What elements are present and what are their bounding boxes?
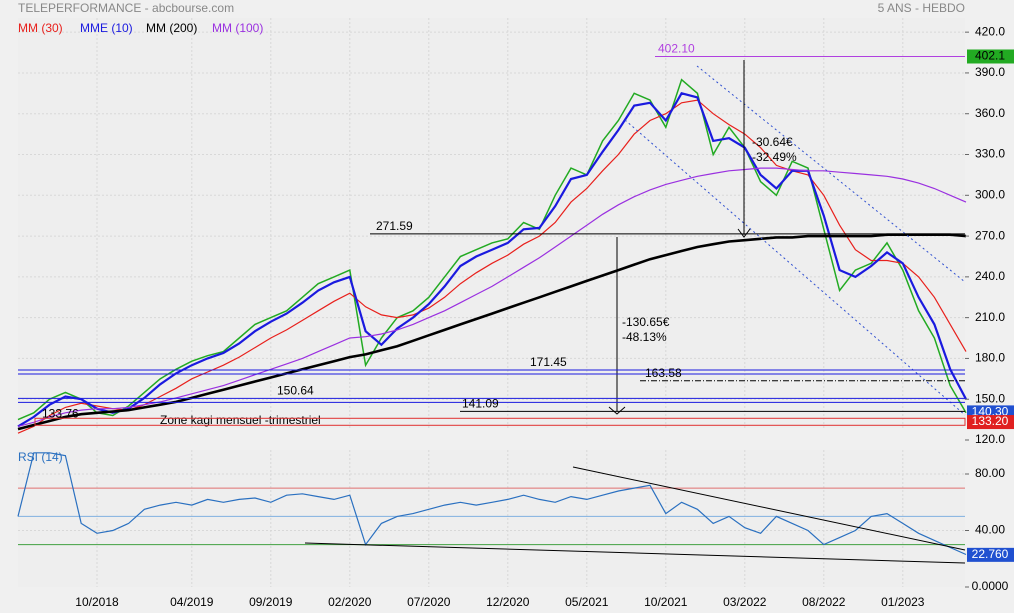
rsi-trendline bbox=[304, 542, 966, 564]
chart-title: TELEPERFORMANCE - abcbourse.com bbox=[18, 1, 234, 15]
marks bbox=[17, 78, 967, 556]
y-tick-label: 240.0 bbox=[975, 269, 1005, 283]
legend-entry: MME (10) bbox=[80, 21, 133, 35]
trend-channel bbox=[696, 65, 966, 283]
kagi-zone bbox=[34, 417, 966, 426]
price-line bbox=[17, 78, 967, 421]
rsi-title: RSI (14) bbox=[18, 450, 63, 464]
legend-entry: MM (100) bbox=[212, 21, 263, 35]
level-label: 163.58 bbox=[645, 366, 682, 380]
annotation: -48.13% bbox=[622, 330, 667, 344]
x-tick-label: 08/2022 bbox=[802, 595, 846, 609]
rsi-panel bbox=[18, 450, 965, 587]
x-tick-label: 03/2022 bbox=[723, 595, 767, 609]
y-tick-label: 390.0 bbox=[975, 65, 1005, 79]
level-label: 402.10 bbox=[658, 42, 695, 56]
price-tag-label: 133.20 bbox=[972, 414, 1009, 428]
rsi-line bbox=[17, 452, 967, 556]
level-label: 271.59 bbox=[376, 219, 413, 233]
y-tick-label: 360.0 bbox=[975, 106, 1005, 120]
ma-line bbox=[17, 99, 967, 434]
price-tag bbox=[967, 49, 1014, 64]
y-tick-label: 0.0000 bbox=[972, 579, 1009, 593]
y-tick-label: 300.0 bbox=[975, 187, 1005, 201]
zone-label: Zone kagi mensuel -trimestriel bbox=[160, 413, 321, 427]
x-tick-label: 02/2020 bbox=[328, 595, 372, 609]
price-panel bbox=[18, 18, 965, 428]
legend-entry: MM (200) bbox=[146, 21, 197, 35]
y-tick-label: 270.0 bbox=[975, 228, 1005, 242]
chart-subtitle: 5 ANS - HEBDO bbox=[878, 1, 965, 15]
x-tick-label: 07/2020 bbox=[407, 595, 451, 609]
y-tick-label: 180.0 bbox=[975, 351, 1005, 365]
price-tag bbox=[967, 415, 1014, 430]
rsi-trendline bbox=[572, 466, 966, 551]
x-tick-label: 01/2023 bbox=[881, 595, 925, 609]
y-tick-label: 210.0 bbox=[975, 310, 1005, 324]
y-tick-label: 120.0 bbox=[975, 432, 1005, 446]
level-label: 171.45 bbox=[530, 355, 567, 369]
y-tick-label: 80.00 bbox=[975, 466, 1005, 480]
x-tick-label: 10/2018 bbox=[75, 595, 119, 609]
y-tick-label: 150.0 bbox=[975, 391, 1005, 405]
y-tick-label: 420.0 bbox=[975, 24, 1005, 38]
level-label: 150.64 bbox=[277, 384, 314, 398]
x-tick-label: 10/2021 bbox=[644, 595, 688, 609]
annotation: -32.49% bbox=[752, 150, 797, 164]
arrow-head bbox=[737, 228, 751, 238]
x-tick-label: 12/2020 bbox=[486, 595, 530, 609]
trend-channel bbox=[624, 119, 966, 416]
x-tick-label: 05/2021 bbox=[565, 595, 609, 609]
level-label: 133.76 bbox=[42, 406, 79, 420]
x-tick-label: 09/2019 bbox=[249, 595, 293, 609]
arrow-head bbox=[608, 406, 626, 415]
annotation: -30.64€ bbox=[752, 135, 793, 149]
price-tag-label: 402.1 bbox=[975, 49, 1005, 63]
x-tick-label: 04/2019 bbox=[170, 595, 214, 609]
legend-entry: MM (30) bbox=[18, 21, 63, 35]
level-label: 141.09 bbox=[462, 397, 499, 411]
price-tag-label: 22.760 bbox=[972, 547, 1009, 561]
price-tag bbox=[967, 547, 1014, 562]
annotation: -130.65€ bbox=[622, 315, 670, 329]
y-tick-label: 330.0 bbox=[975, 147, 1005, 161]
y-tick-label: 40.00 bbox=[975, 523, 1005, 537]
